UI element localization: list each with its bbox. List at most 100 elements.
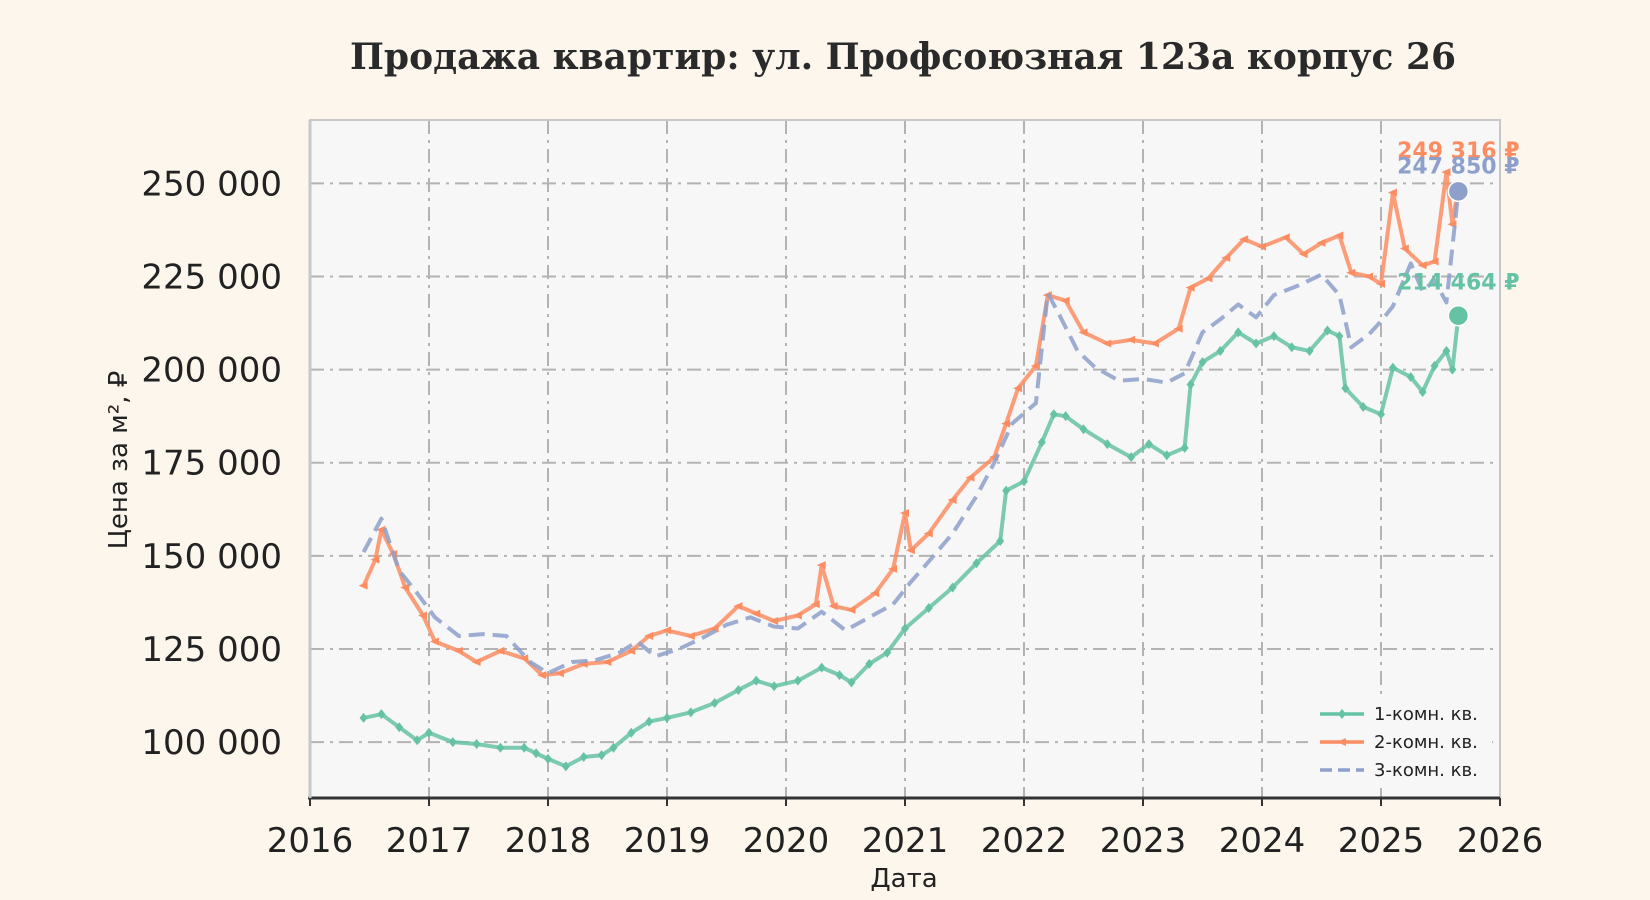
data-point: [662, 626, 671, 635]
data-point: [544, 753, 552, 764]
data-point: [453, 646, 463, 655]
data-point: [395, 722, 404, 733]
y-tick-label: 200 000: [141, 351, 282, 391]
y-tick-label: 175 000: [141, 444, 282, 484]
data-point: [1203, 274, 1213, 283]
data-point: [1126, 335, 1136, 344]
data-point: [1359, 401, 1368, 412]
x-axis-label: Дата: [870, 864, 937, 894]
data-point: [1103, 439, 1112, 450]
x-tick-label: 2021: [862, 821, 949, 861]
data-point: [870, 589, 880, 598]
data-point: [495, 646, 505, 655]
end-point-marker: [1447, 304, 1470, 327]
data-point: [1441, 168, 1451, 177]
data-point: [448, 737, 457, 748]
series-2: [358, 168, 1463, 680]
chart-title: Продажа квартир: ул. Профсоюзная 123а ко…: [349, 36, 1457, 78]
data-point: [602, 658, 612, 667]
legend-marker: [1338, 709, 1346, 719]
data-point: [418, 611, 428, 620]
series-line: [361, 191, 1461, 676]
data-point: [1185, 283, 1195, 292]
data-point: [734, 684, 743, 695]
y-tick-label: 225 000: [141, 257, 282, 297]
data-point: [1061, 411, 1070, 422]
data-point: [1127, 452, 1136, 463]
data-point: [1341, 383, 1350, 394]
data-point: [1323, 325, 1332, 336]
data-point: [905, 546, 915, 555]
data-point: [1180, 442, 1189, 453]
data-point: [377, 709, 386, 720]
data-point: [1144, 439, 1153, 450]
data-point: [579, 752, 588, 763]
series-1: [359, 310, 1463, 772]
data-point: [609, 742, 618, 753]
data-point: [1221, 253, 1231, 262]
data-point: [1001, 419, 1011, 428]
data-point: [1198, 357, 1207, 368]
y-ticks: 100 000 125 000 150 000 175 000 200 000 225 0…: [141, 164, 282, 763]
data-point: [1049, 409, 1058, 420]
data-point: [923, 529, 933, 538]
data-point: [376, 525, 386, 534]
data-point: [685, 631, 695, 640]
data-point: [965, 473, 975, 482]
data-point: [1334, 231, 1344, 240]
data-point: [1102, 339, 1112, 348]
x-tick-label: 2019: [624, 821, 711, 861]
data-point: [1149, 339, 1159, 348]
data-point: [810, 600, 820, 609]
data-point: [472, 738, 481, 749]
legend-label: 2-комн. кв.: [1374, 732, 1478, 753]
y-axis-label: Цена за м², ₽: [104, 371, 134, 550]
data-point: [370, 555, 380, 564]
x-tick-label: 2023: [1100, 821, 1187, 861]
data-point: [996, 535, 1005, 546]
x-tick-label: 2022: [981, 821, 1068, 861]
data-point: [1417, 261, 1427, 270]
data-point: [1173, 324, 1183, 333]
data-point: [924, 603, 933, 614]
data-point: [1162, 450, 1171, 461]
data-point: [972, 558, 981, 569]
data-point: [1239, 235, 1249, 244]
data-point: [817, 662, 826, 673]
data-point: [532, 748, 541, 759]
data-point: [1305, 345, 1314, 356]
data-point: [358, 581, 368, 590]
data-point: [626, 646, 636, 655]
data-point: [663, 712, 671, 723]
data-point: [835, 670, 844, 681]
data-point: [1376, 279, 1385, 288]
data-point: [496, 742, 505, 753]
data-point: [947, 495, 957, 504]
data-point: [1252, 338, 1261, 349]
data-point: [1316, 238, 1326, 247]
x-tick-label: 2025: [1338, 821, 1425, 861]
data-point: [1186, 379, 1195, 390]
data-point: [1280, 233, 1290, 242]
data-point: [400, 583, 410, 592]
data-point: [948, 582, 957, 593]
x-tick-label: 2024: [1219, 821, 1306, 861]
x-tick-label: 2026: [1457, 821, 1544, 861]
data-point: [1448, 364, 1457, 375]
data-point: [709, 624, 719, 633]
data-point: [751, 609, 761, 618]
data-point: [733, 602, 743, 611]
data-point: [1418, 386, 1427, 397]
data-point: [1388, 362, 1397, 373]
data-point: [1346, 268, 1356, 277]
data-point: [644, 631, 654, 640]
data-point: [865, 658, 874, 669]
data-point: [1030, 361, 1040, 370]
legend-label: 1-комн. кв.: [1374, 704, 1478, 725]
data-point: [1298, 250, 1308, 259]
data-point: [1216, 345, 1225, 356]
legend-marker: [1337, 738, 1346, 746]
data-point: [752, 675, 761, 686]
legend-label: 3-комн. кв.: [1374, 760, 1478, 781]
